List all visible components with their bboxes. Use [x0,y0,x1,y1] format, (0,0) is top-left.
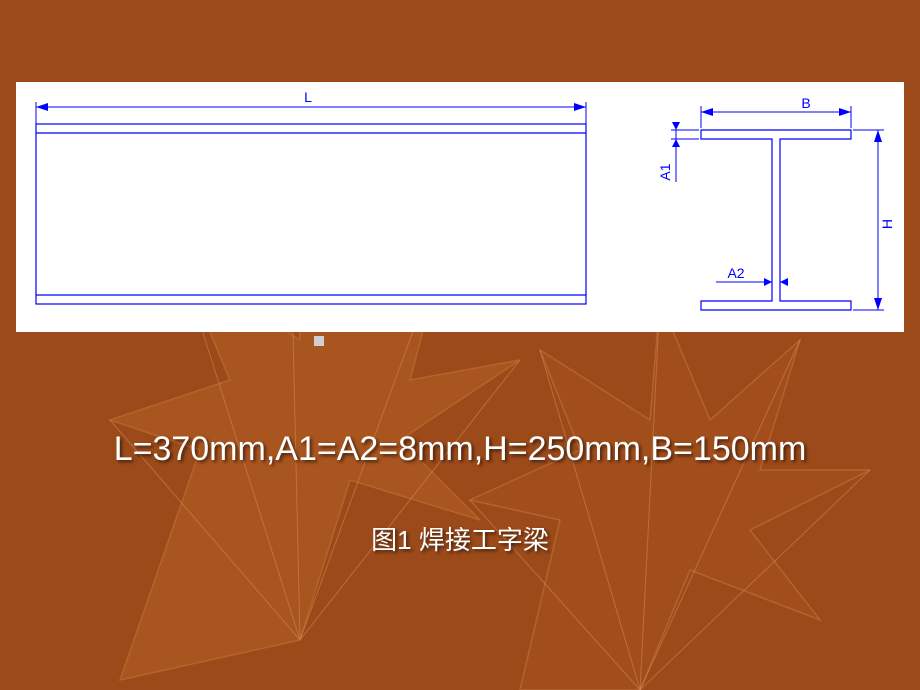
formula-text: L=370mm,A1=A2=8mm,H=250mm,B=150mm [0,430,920,469]
engineering-diagram: L B [16,82,904,332]
slide: L B [0,0,920,690]
dim-label-H: H [879,219,895,229]
figure-caption: 图1 焊接工字梁 [0,520,920,557]
dim-label-A1: A1 [657,163,673,180]
decorative-dot [314,336,324,346]
dim-label-B: B [801,95,810,111]
cross-section: B A1 A2 [657,95,895,310]
dim-label-A2: A2 [727,265,744,281]
dim-label-L: L [304,89,312,105]
side-view: L [36,89,586,304]
diagram-panel: L B [16,82,904,332]
